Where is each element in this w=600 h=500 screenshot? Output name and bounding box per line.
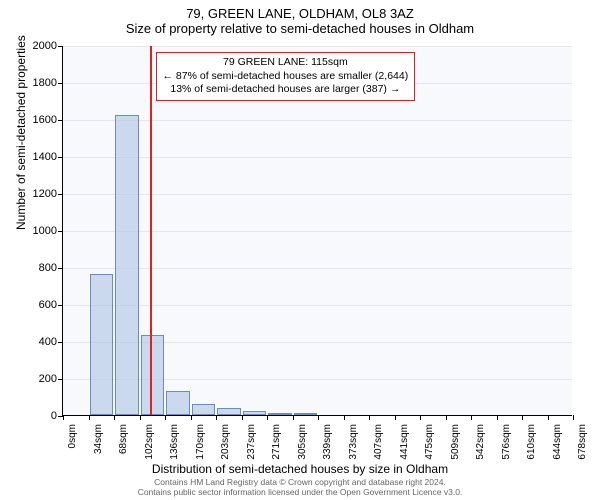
main-title: 79, GREEN LANE, OLDHAM, OL8 3AZ xyxy=(0,6,600,21)
callout-line2: ← 87% of semi-detached houses are smalle… xyxy=(163,70,409,84)
footer-line2: Contains public sector information licen… xyxy=(0,488,600,498)
x-tick-label: 678sqm xyxy=(577,424,588,460)
x-tick xyxy=(420,415,421,420)
x-tick-label: 610sqm xyxy=(526,424,537,460)
x-tick-label: 68sqm xyxy=(118,424,129,454)
x-tick-label: 373sqm xyxy=(348,424,359,460)
x-tick xyxy=(395,415,396,420)
x-tick-label: 644sqm xyxy=(552,424,563,460)
grid-line xyxy=(63,194,572,195)
x-tick-label: 509sqm xyxy=(450,424,461,460)
x-tick-label: 305sqm xyxy=(297,424,308,460)
x-axis-label: Distribution of semi-detached houses by … xyxy=(0,462,600,476)
x-tick xyxy=(191,415,192,420)
grid-line xyxy=(63,157,572,158)
grid-line xyxy=(63,268,572,269)
x-tick xyxy=(446,415,447,420)
x-tick-label: 339sqm xyxy=(322,424,333,460)
x-tick xyxy=(63,415,64,420)
callout-line1: 79 GREEN LANE: 115sqm xyxy=(163,56,409,70)
x-tick xyxy=(497,415,498,420)
y-tick xyxy=(58,120,63,121)
x-tick xyxy=(522,415,523,420)
y-tick xyxy=(58,157,63,158)
grid-line xyxy=(63,342,572,343)
histogram-bar xyxy=(217,408,241,415)
grid-line xyxy=(63,231,572,232)
histogram-bar xyxy=(294,413,318,415)
x-tick-label: 102sqm xyxy=(144,424,155,460)
x-tick xyxy=(471,415,472,420)
x-tick xyxy=(369,415,370,420)
histogram-bar xyxy=(192,404,216,415)
y-tick-label: 1800 xyxy=(23,77,57,89)
property-marker-line xyxy=(150,46,152,415)
x-tick xyxy=(344,415,345,420)
y-tick xyxy=(58,305,63,306)
x-tick-label: 441sqm xyxy=(399,424,410,460)
x-tick xyxy=(293,415,294,420)
y-tick-label: 200 xyxy=(23,373,57,385)
x-tick-label: 475sqm xyxy=(424,424,435,460)
y-tick-label: 1600 xyxy=(23,114,57,126)
x-tick xyxy=(242,415,243,420)
y-axis-label: Number of semi-detached properties xyxy=(14,35,28,230)
title-block: 79, GREEN LANE, OLDHAM, OL8 3AZ Size of … xyxy=(0,0,600,38)
x-tick-label: 0sqm xyxy=(67,424,78,448)
grid-line xyxy=(63,379,572,380)
y-tick xyxy=(58,379,63,380)
x-tick xyxy=(140,415,141,420)
x-tick-label: 203sqm xyxy=(220,424,231,460)
x-tick xyxy=(548,415,549,420)
y-tick xyxy=(58,342,63,343)
grid-line xyxy=(63,305,572,306)
grid-line xyxy=(63,120,572,121)
y-tick-label: 600 xyxy=(23,299,57,311)
y-tick xyxy=(58,83,63,84)
x-tick xyxy=(573,415,574,420)
x-tick xyxy=(318,415,319,420)
x-tick xyxy=(216,415,217,420)
y-tick-label: 1000 xyxy=(23,225,57,237)
histogram-bar xyxy=(90,274,114,415)
x-tick-label: 170sqm xyxy=(195,424,206,460)
x-tick-label: 136sqm xyxy=(169,424,180,460)
x-tick-label: 407sqm xyxy=(373,424,384,460)
y-tick xyxy=(58,46,63,47)
y-tick-label: 1200 xyxy=(23,188,57,200)
grid-line xyxy=(63,46,572,47)
sub-title: Size of property relative to semi-detach… xyxy=(0,21,600,36)
x-tick xyxy=(114,415,115,420)
histogram-bar xyxy=(243,411,267,415)
x-tick xyxy=(267,415,268,420)
attribution-footer: Contains HM Land Registry data © Crown c… xyxy=(0,478,600,498)
y-tick xyxy=(58,231,63,232)
x-tick-label: 237sqm xyxy=(246,424,257,460)
x-tick xyxy=(89,415,90,420)
x-tick-label: 542sqm xyxy=(475,424,486,460)
y-tick xyxy=(58,194,63,195)
x-tick-label: 271sqm xyxy=(271,424,282,460)
y-tick-label: 400 xyxy=(23,336,57,348)
y-tick-label: 800 xyxy=(23,262,57,274)
callout-line3: 13% of semi-detached houses are larger (… xyxy=(163,83,409,97)
plot-area: 02004006008001000120014001600180020000sq… xyxy=(62,46,572,416)
histogram-chart: 02004006008001000120014001600180020000sq… xyxy=(62,46,572,416)
callout-box: 79 GREEN LANE: 115sqm ← 87% of semi-deta… xyxy=(156,52,416,101)
y-tick xyxy=(58,268,63,269)
histogram-bar xyxy=(268,413,292,415)
x-tick xyxy=(165,415,166,420)
y-tick-label: 0 xyxy=(23,410,57,422)
histogram-bar xyxy=(141,335,165,415)
x-tick-label: 576sqm xyxy=(501,424,512,460)
y-tick-label: 1400 xyxy=(23,151,57,163)
histogram-bar xyxy=(115,115,139,415)
y-tick-label: 2000 xyxy=(23,40,57,52)
x-tick-label: 34sqm xyxy=(93,424,104,454)
histogram-bar xyxy=(166,391,190,415)
